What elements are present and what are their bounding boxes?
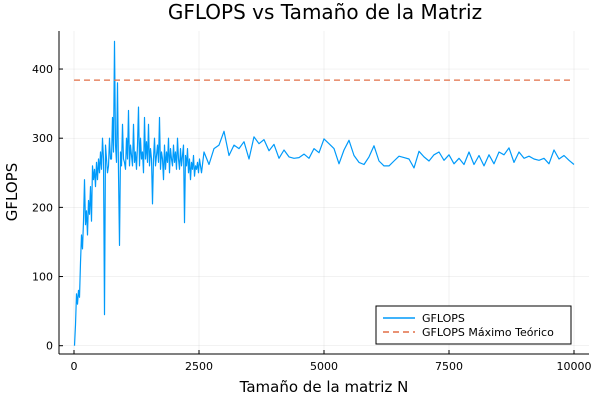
x-axis-label: Tamaño de la matriz N xyxy=(239,378,409,396)
y-tick-label: 400 xyxy=(32,63,53,76)
x-tick-label: 0 xyxy=(71,360,78,373)
y-tick-label: 300 xyxy=(32,132,53,145)
legend: GFLOPS GFLOPS Máximo Teórico xyxy=(375,305,572,345)
x-tick-label: 7500 xyxy=(435,360,463,373)
legend-label-max: GFLOPS Máximo Teórico xyxy=(422,326,554,339)
legend-box xyxy=(375,305,572,345)
chart-title: GFLOPS vs Tamaño de la Matriz xyxy=(168,0,482,24)
series-layer xyxy=(73,40,575,346)
x-tick-label: 5000 xyxy=(310,360,338,373)
y-tick-label: 100 xyxy=(32,271,53,284)
x-tick-label: 10000 xyxy=(557,360,592,373)
y-axis-ticks: 0 100 200 300 400 xyxy=(32,63,63,353)
legend-label-gflops: GFLOPS xyxy=(422,312,465,325)
y-axis-label: GFLOPS xyxy=(3,163,21,221)
y-tick-label: 0 xyxy=(46,340,53,353)
x-axis-ticks: 0 2500 5000 7500 10000 xyxy=(71,350,592,373)
series-line-0 xyxy=(73,40,575,346)
gridlines xyxy=(59,31,589,354)
x-tick-label: 2500 xyxy=(185,360,213,373)
y-tick-label: 200 xyxy=(32,201,53,214)
